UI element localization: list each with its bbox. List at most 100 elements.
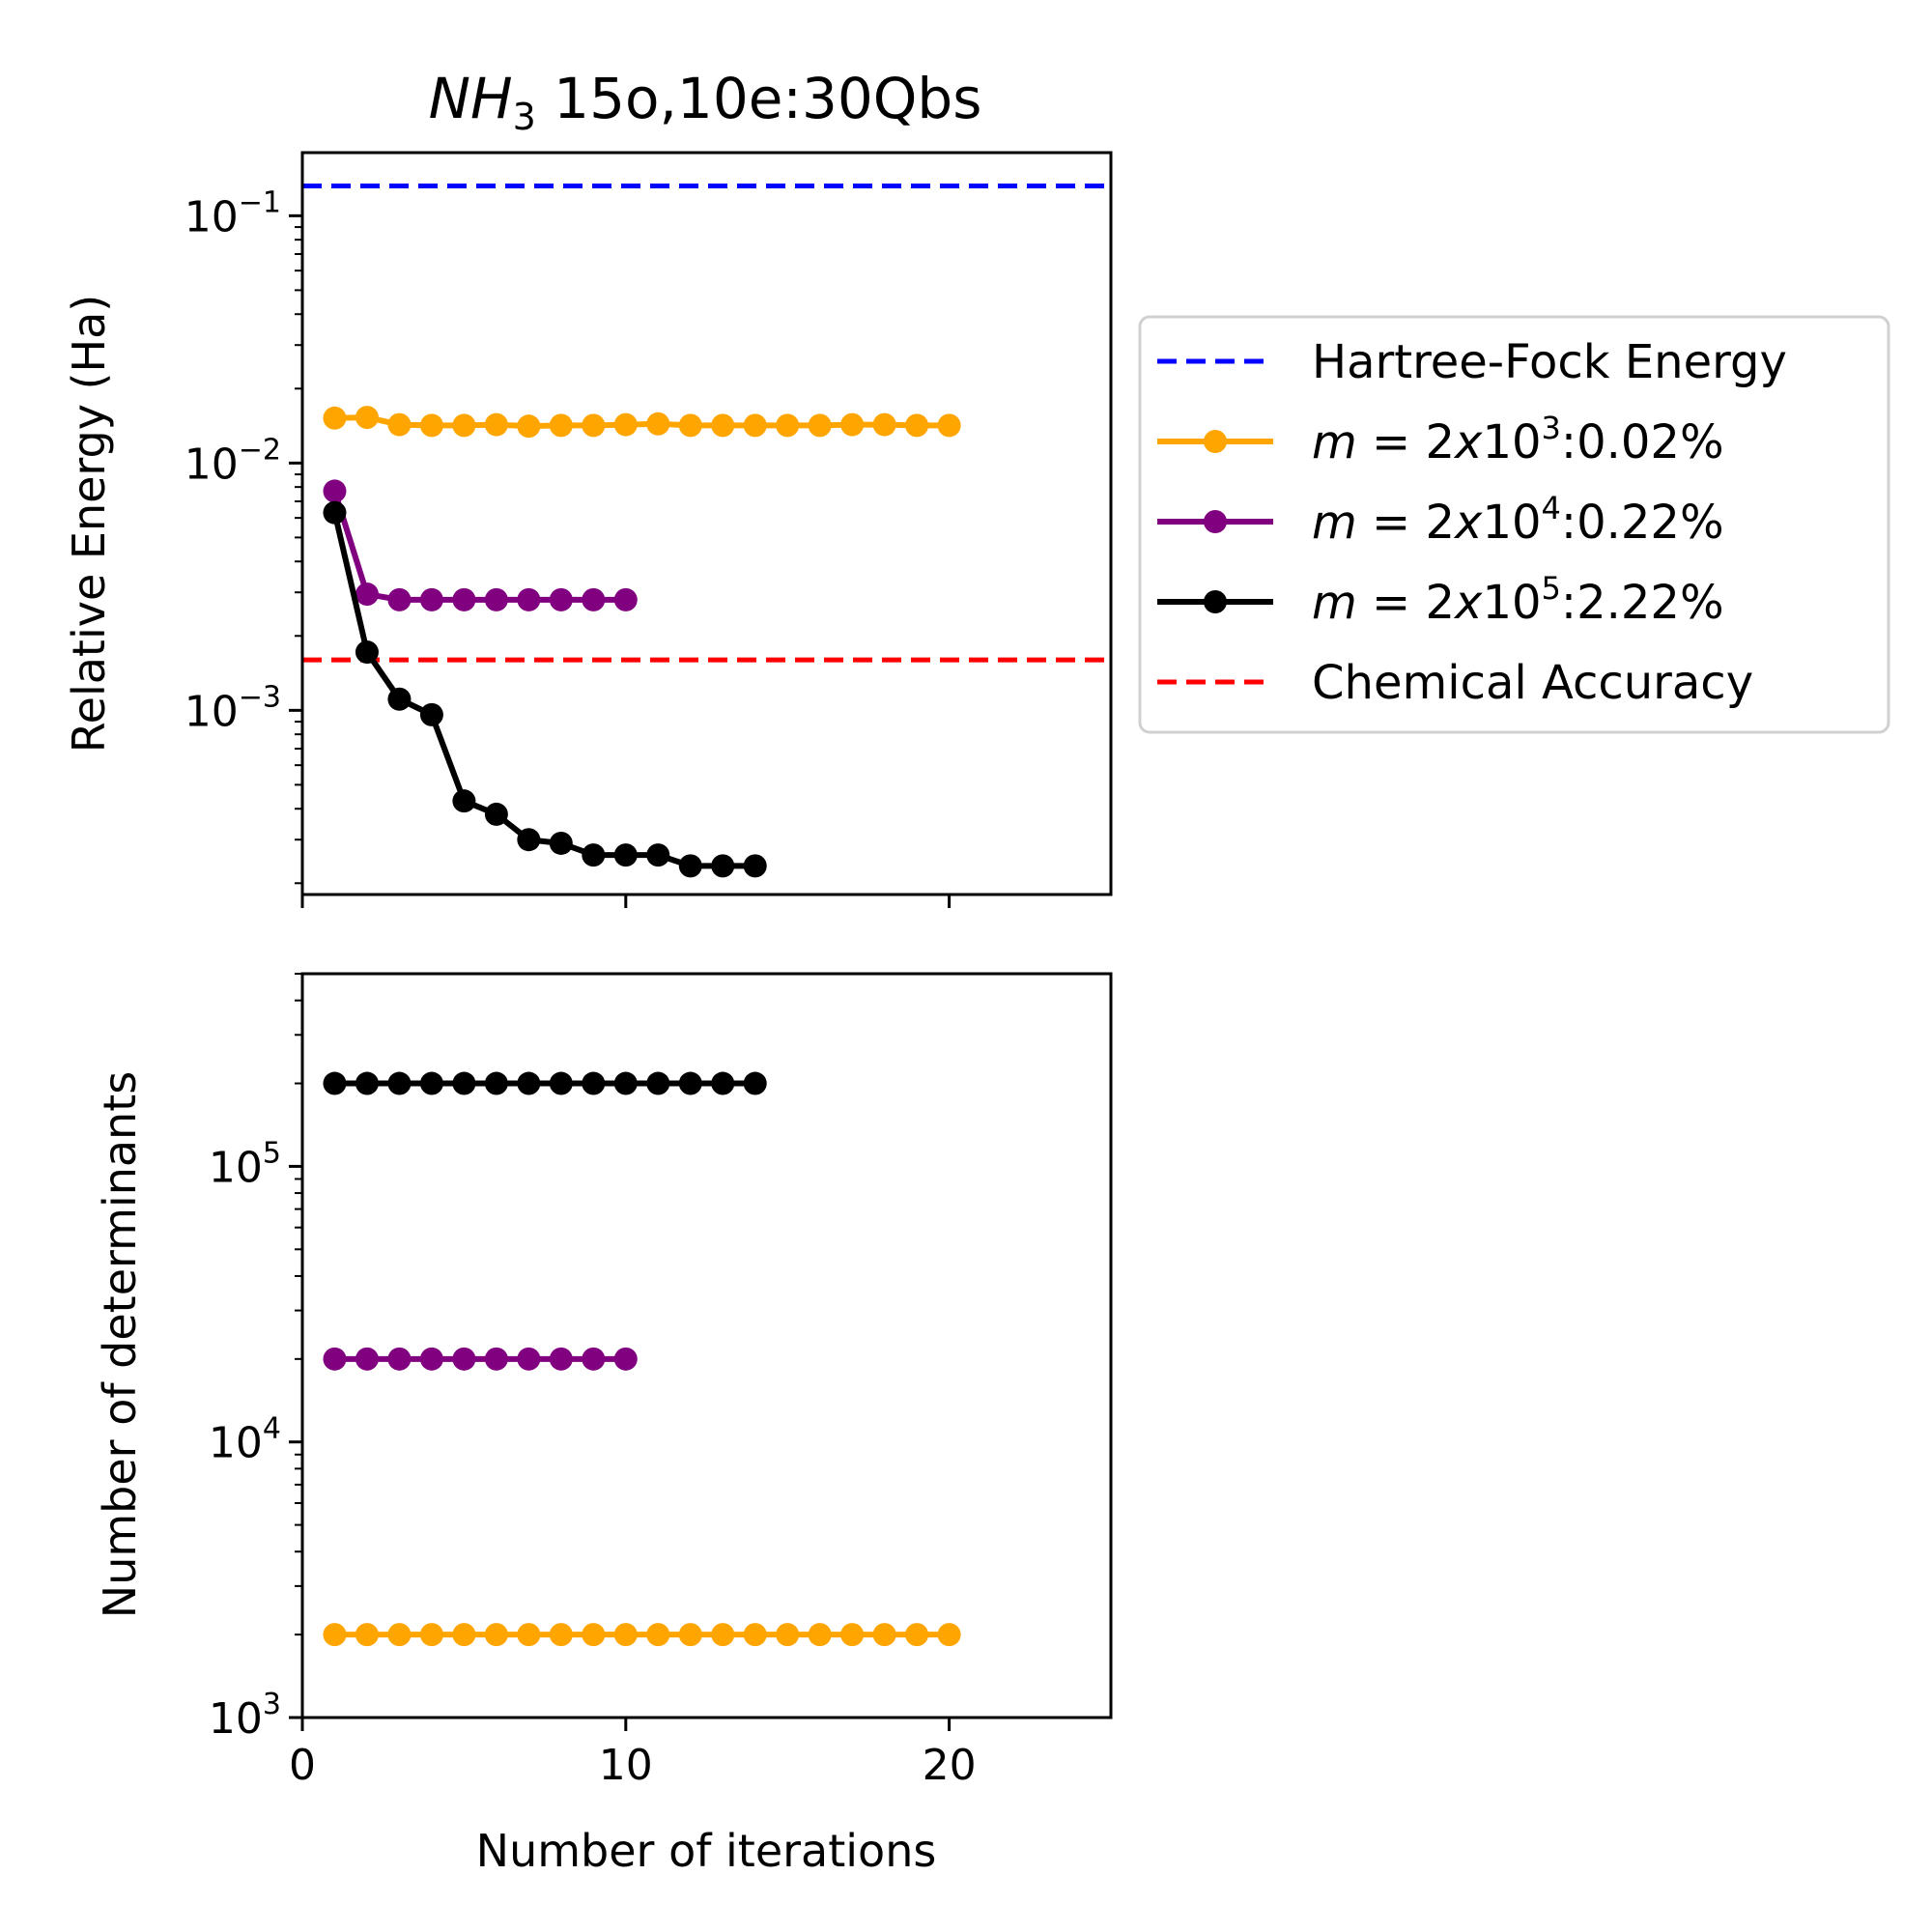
determinants-axes-frame [300, 972, 1113, 1719]
determinants-data-point [419, 1623, 443, 1647]
legend-swatch-marker [1204, 590, 1227, 613]
determinants-data-point [646, 1623, 670, 1647]
energy-data-point [711, 854, 735, 878]
energy-tick-label: 10−3 [185, 680, 281, 736]
energy-data-point [711, 413, 735, 438]
determinants-data-point [582, 1347, 606, 1371]
energy-data-point [549, 831, 573, 855]
energy-data-point [743, 854, 767, 878]
determinants-data-point [419, 1071, 443, 1095]
legend-swatch-marker [1204, 510, 1227, 533]
determinants-data-point [905, 1623, 929, 1647]
energy-data-point [452, 587, 476, 611]
energy-series-line-1 [331, 490, 626, 603]
determinants-data-point [646, 1071, 670, 1095]
energy-data-point [355, 640, 379, 665]
x-axis-ticks: 0 10 20 [289, 1741, 977, 1790]
determinants-data-point [323, 1071, 347, 1095]
energy-data-point [323, 500, 347, 525]
energy-data-point [419, 587, 443, 611]
determinants-data-point [484, 1623, 508, 1647]
energy-data-point [646, 843, 670, 867]
legend-label: m = 2x104:0.22% [1312, 490, 1724, 550]
determinants-data-point [678, 1071, 702, 1095]
x-tick-label: 20 [923, 1741, 977, 1790]
legend-swatch-marker [1204, 430, 1227, 453]
determinants-y-ticks: 105 104 103 [209, 973, 952, 1744]
determinants-data-point [549, 1623, 573, 1647]
energy-data-point [613, 412, 638, 437]
energy-data-point [452, 789, 476, 813]
determinants-data-point [517, 1071, 541, 1095]
energy-data-point [646, 412, 670, 436]
determinants-panel: 105 104 103 0 10 20 Number of determinants N… [94, 972, 1113, 1877]
energy-data-point [419, 413, 443, 438]
determinants-data-point [517, 1347, 541, 1371]
determinants-data-point [484, 1071, 508, 1095]
energy-data-point [484, 412, 508, 437]
determinants-data-point [711, 1623, 735, 1647]
determinants-data-point [517, 1623, 541, 1647]
determinants-data-point [549, 1347, 573, 1371]
energy-data-point [613, 587, 638, 611]
energy-data-point [613, 843, 638, 867]
determinants-data-point [452, 1071, 476, 1095]
energy-data-point [582, 843, 606, 867]
energy-data-point [517, 828, 541, 852]
determinants-data-point [582, 1071, 606, 1095]
determinants-data-point [613, 1623, 638, 1647]
energy-tick-label: 10−2 [185, 433, 281, 489]
energy-data-point [582, 587, 606, 611]
determinants-tick-label: 105 [209, 1136, 281, 1192]
determinants-data-point [743, 1623, 767, 1647]
chart-title: NH3 15o,10e:30Qbs [429, 66, 982, 138]
determinants-data-point [872, 1623, 896, 1647]
determinants-data-point [613, 1347, 638, 1371]
energy-y-axis-label: Relative Energy (Ha) [63, 295, 115, 753]
energy-axes-frame [300, 151, 1113, 896]
energy-data-point [808, 413, 832, 438]
determinants-data-point [582, 1623, 606, 1647]
energy-y-ticks: 10−1 10−2 10−3 [185, 185, 952, 908]
determinants-tick-label: 104 [209, 1412, 281, 1468]
determinants-data-point [678, 1623, 702, 1647]
legend: Hartree-Fock Energy m = 2x103:0.02% m = 2x… [1138, 315, 1890, 734]
energy-data-point [517, 587, 541, 611]
determinants-data-point [743, 1071, 767, 1095]
energy-data-point [419, 702, 443, 726]
determinants-data-point [613, 1071, 638, 1095]
determinants-data-point [840, 1623, 865, 1647]
energy-panel: 10−1 10−2 10−3 Relative Energy (Ha) [63, 151, 1113, 908]
energy-data-point [840, 412, 865, 437]
determinants-data-point [355, 1347, 379, 1371]
energy-data-point [323, 479, 347, 503]
determinants-data-point [355, 1623, 379, 1647]
determinants-data-point [937, 1623, 961, 1647]
determinants-data-point [808, 1623, 832, 1647]
energy-data-point [323, 406, 347, 430]
determinants-data-point [484, 1347, 508, 1371]
energy-data-point [905, 413, 929, 438]
energy-data-point [387, 412, 412, 437]
determinants-data-point [323, 1347, 347, 1371]
energy-data-point [549, 587, 573, 611]
energy-data-point [355, 406, 379, 430]
determinants-data-point [387, 1347, 412, 1371]
energy-data-point [776, 413, 800, 438]
energy-data-point [743, 413, 767, 438]
energy-data-point [678, 854, 702, 878]
energy-data-point [484, 802, 508, 826]
energy-data-point [355, 582, 379, 607]
energy-data-point [549, 413, 573, 438]
energy-data-point [484, 587, 508, 611]
determinants-data-point [452, 1347, 476, 1371]
energy-data-point [452, 413, 476, 438]
determinants-series [323, 1071, 961, 1647]
determinants-data-point [355, 1071, 379, 1095]
energy-data-point [517, 414, 541, 439]
determinants-data-point [419, 1347, 443, 1371]
determinants-data-point [549, 1071, 573, 1095]
legend-label: Chemical Accuracy [1312, 656, 1753, 710]
determinants-data-point [776, 1623, 800, 1647]
